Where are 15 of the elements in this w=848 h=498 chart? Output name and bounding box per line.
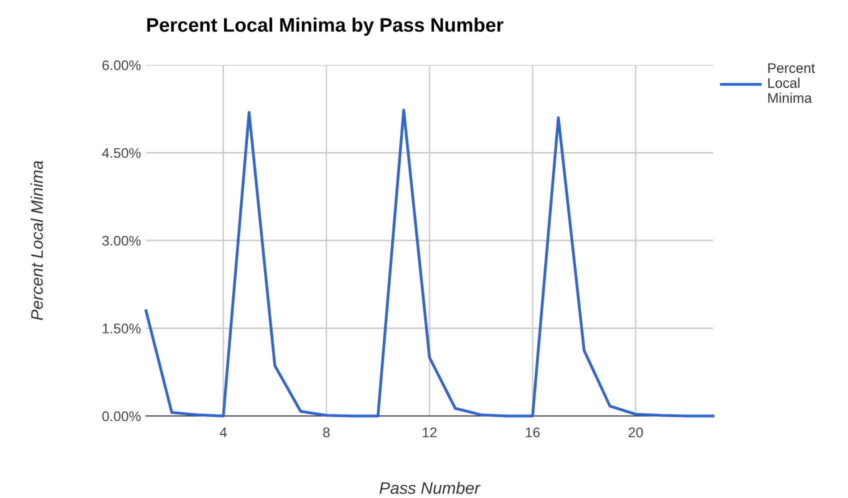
- chart-title: Percent Local Minima by Pass Number: [147, 18, 504, 36]
- y-axis-title: Percent Local Minima: [30, 160, 43, 320]
- x-tick-label: 4: [220, 428, 227, 438]
- x-tick-label: 16: [526, 427, 540, 438]
- x-tick-label: 12: [422, 427, 437, 438]
- y-tick-label: 3.00%: [102, 236, 141, 246]
- y-tick-label: 4.50%: [102, 148, 141, 158]
- y-tick-label: 1.50%: [102, 324, 141, 334]
- x-axis-title: Pass Number: [380, 482, 481, 494]
- x-tick-label: 20: [628, 427, 643, 438]
- y-tick-label: 6.00%: [102, 60, 141, 70]
- x-tick-label: 8: [323, 427, 330, 438]
- y-tick-label: 0.00%: [102, 411, 141, 422]
- legend-label: Percent Local Minima: [768, 63, 815, 103]
- line-series: [144, 108, 714, 418]
